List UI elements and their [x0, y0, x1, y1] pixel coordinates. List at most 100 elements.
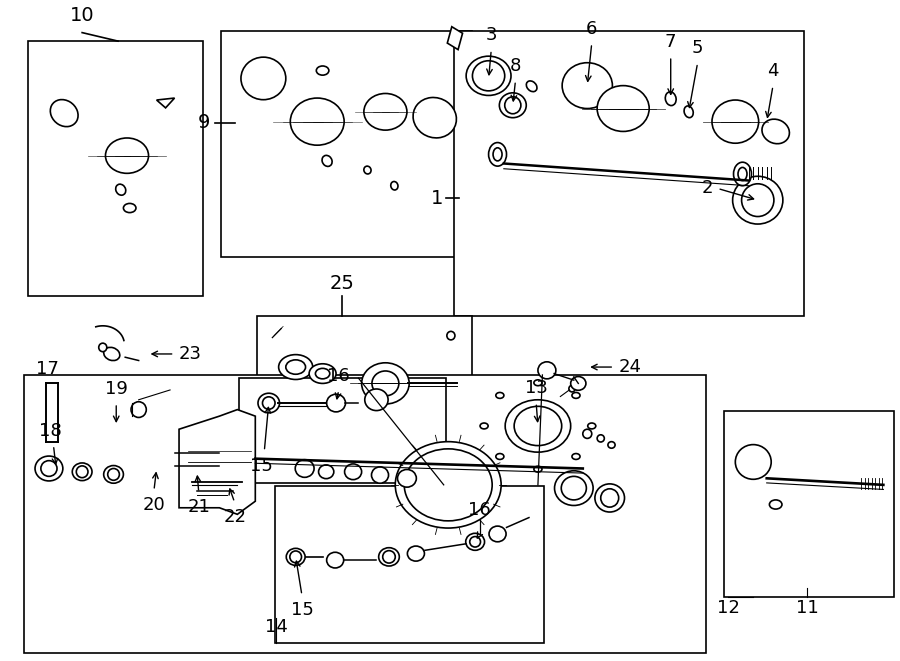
Bar	[23, 375, 706, 653]
Ellipse shape	[258, 393, 280, 413]
Ellipse shape	[108, 469, 120, 481]
Ellipse shape	[105, 138, 148, 173]
Polygon shape	[179, 410, 256, 514]
Ellipse shape	[364, 93, 407, 130]
Ellipse shape	[398, 469, 417, 487]
Circle shape	[123, 204, 136, 213]
Text: 24: 24	[618, 358, 642, 376]
Text: 13: 13	[525, 379, 547, 397]
Circle shape	[588, 423, 596, 429]
Text: 23: 23	[179, 345, 202, 363]
Circle shape	[534, 466, 542, 472]
Circle shape	[496, 393, 504, 399]
Ellipse shape	[466, 56, 511, 95]
Ellipse shape	[738, 167, 747, 180]
Bar	[28, 41, 203, 296]
Text: 1: 1	[430, 188, 443, 208]
Ellipse shape	[327, 394, 346, 412]
Ellipse shape	[72, 463, 92, 481]
Ellipse shape	[263, 397, 275, 409]
Ellipse shape	[295, 459, 314, 477]
Circle shape	[316, 66, 328, 75]
Ellipse shape	[35, 456, 63, 481]
Ellipse shape	[465, 533, 484, 551]
Text: 10: 10	[70, 6, 94, 24]
Circle shape	[315, 368, 329, 379]
Ellipse shape	[762, 119, 789, 143]
Circle shape	[309, 364, 336, 383]
Ellipse shape	[382, 551, 395, 563]
Ellipse shape	[408, 546, 425, 561]
Text: 8: 8	[509, 57, 521, 75]
Ellipse shape	[526, 81, 537, 92]
Ellipse shape	[291, 98, 344, 145]
Bar	[221, 31, 472, 257]
Text: 4: 4	[767, 62, 778, 81]
Ellipse shape	[597, 86, 649, 132]
Ellipse shape	[505, 97, 521, 114]
Text: 22: 22	[223, 508, 247, 525]
Ellipse shape	[493, 148, 502, 161]
Text: 11: 11	[796, 600, 818, 617]
Ellipse shape	[290, 551, 302, 563]
Polygon shape	[447, 26, 463, 50]
Ellipse shape	[571, 377, 586, 390]
Text: 6: 6	[586, 20, 598, 38]
Ellipse shape	[447, 331, 454, 340]
Ellipse shape	[472, 61, 505, 91]
Circle shape	[572, 393, 580, 399]
Circle shape	[279, 354, 312, 379]
Ellipse shape	[241, 57, 286, 100]
Ellipse shape	[684, 106, 693, 118]
Ellipse shape	[413, 97, 456, 138]
Ellipse shape	[319, 465, 334, 479]
Ellipse shape	[505, 400, 571, 452]
Ellipse shape	[489, 526, 506, 542]
Ellipse shape	[735, 445, 771, 479]
Text: 18: 18	[40, 422, 62, 440]
Text: 12: 12	[716, 600, 740, 617]
Ellipse shape	[597, 435, 604, 442]
Ellipse shape	[404, 449, 492, 521]
Ellipse shape	[364, 166, 371, 174]
Ellipse shape	[76, 466, 88, 478]
Text: 9: 9	[198, 114, 211, 132]
Circle shape	[572, 453, 580, 459]
Ellipse shape	[583, 429, 592, 438]
Ellipse shape	[470, 537, 481, 547]
Ellipse shape	[391, 182, 398, 190]
Ellipse shape	[50, 100, 78, 127]
Text: 5: 5	[692, 40, 704, 58]
Ellipse shape	[742, 184, 774, 217]
Circle shape	[496, 453, 504, 459]
Ellipse shape	[733, 176, 783, 224]
Text: 15: 15	[250, 457, 273, 475]
Text: 20: 20	[142, 496, 166, 514]
Ellipse shape	[116, 184, 126, 195]
Ellipse shape	[514, 407, 562, 446]
Ellipse shape	[734, 162, 752, 186]
Ellipse shape	[364, 389, 388, 410]
Ellipse shape	[712, 100, 759, 143]
Ellipse shape	[372, 467, 389, 483]
Ellipse shape	[569, 385, 575, 392]
Ellipse shape	[600, 488, 618, 507]
Text: 19: 19	[104, 380, 128, 398]
Ellipse shape	[104, 348, 120, 360]
Text: 7: 7	[665, 33, 677, 51]
Ellipse shape	[500, 93, 526, 118]
Ellipse shape	[322, 155, 332, 167]
Circle shape	[770, 500, 782, 509]
Polygon shape	[157, 98, 175, 108]
Text: 17: 17	[36, 360, 58, 378]
Ellipse shape	[345, 464, 362, 480]
Ellipse shape	[362, 363, 410, 404]
Ellipse shape	[104, 465, 123, 483]
Ellipse shape	[372, 371, 399, 396]
Ellipse shape	[379, 548, 400, 566]
Text: 25: 25	[330, 274, 355, 293]
Text: 16: 16	[328, 367, 350, 385]
Ellipse shape	[595, 484, 625, 512]
Ellipse shape	[665, 92, 676, 106]
Ellipse shape	[608, 442, 615, 448]
